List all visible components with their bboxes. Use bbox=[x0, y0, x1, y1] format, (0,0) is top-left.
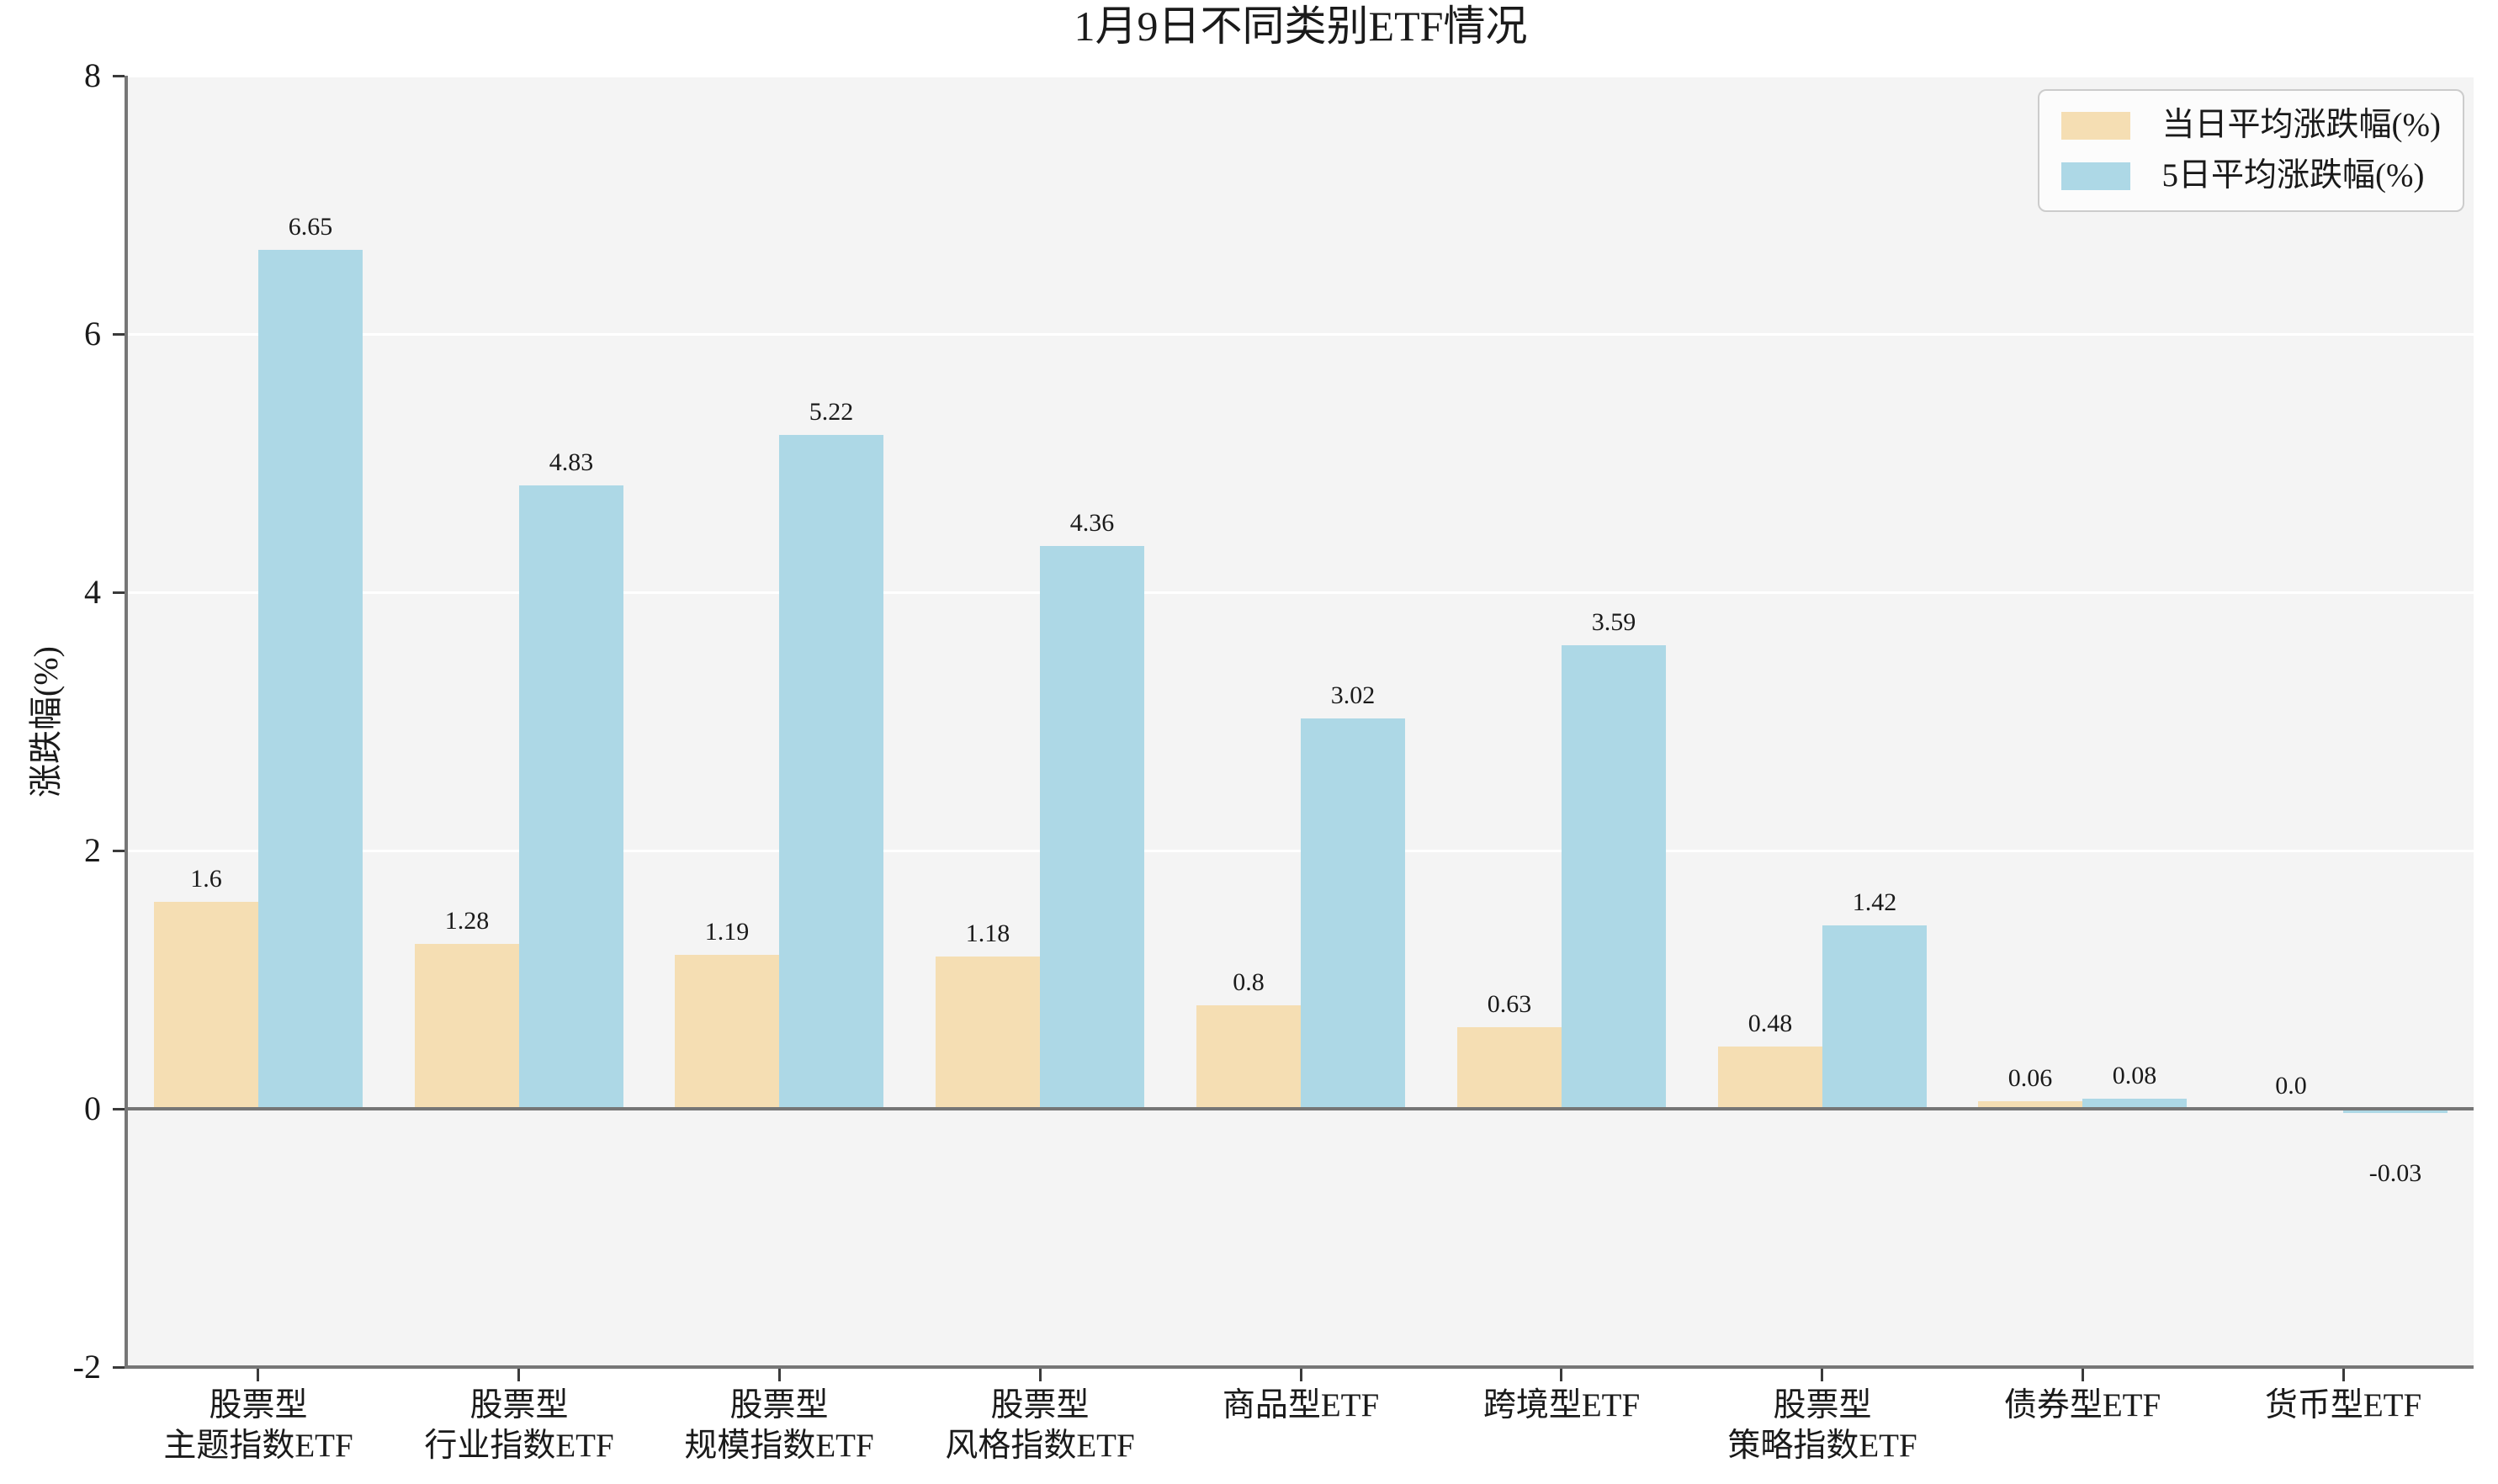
x-category-label-line: 股票型 bbox=[1773, 1387, 1872, 1423]
x-category-label-7: 债券型ETF bbox=[1906, 1386, 2259, 1426]
x-category-label-3: 股票型风格指数ETF bbox=[863, 1386, 1217, 1466]
legend: 当日平均涨跌幅(%) 5日平均涨跌幅(%) bbox=[2037, 89, 2464, 212]
bar-5day-avg-4 bbox=[1301, 718, 1405, 1109]
y-tick-label-2: 2 bbox=[84, 831, 101, 869]
bar-label-5day-avg-0: 6.65 bbox=[288, 213, 333, 241]
bar-daily-avg-3 bbox=[936, 957, 1040, 1109]
bar-label-daily-avg-7: 0.06 bbox=[2007, 1064, 2053, 1092]
chart-title: 1月9日不同类别ETF情况 bbox=[1074, 3, 1528, 50]
x-tick-5 bbox=[1560, 1369, 1562, 1381]
gridline-y6 bbox=[128, 333, 2474, 336]
bottom-spine bbox=[125, 1365, 2474, 1369]
x-category-label-6: 股票型策略指数ETF bbox=[1646, 1386, 1999, 1466]
x-category-label-line: 货币型ETF bbox=[2264, 1387, 2422, 1423]
bar-label-daily-avg-5: 0.63 bbox=[1487, 990, 1532, 1018]
x-category-label-line: 商品型ETF bbox=[1222, 1387, 1380, 1423]
y-tick-label--2: -2 bbox=[72, 1348, 101, 1386]
x-category-label-line: 股票型 bbox=[990, 1387, 1090, 1423]
bar-label-5day-avg-6: 1.42 bbox=[1852, 888, 1897, 916]
bar-5day-avg-5 bbox=[1562, 645, 1666, 1109]
legend-swatch-5day bbox=[2060, 162, 2130, 190]
bar-daily-avg-2 bbox=[675, 955, 779, 1109]
bar-5day-avg-6 bbox=[1822, 925, 1927, 1109]
left-spine bbox=[125, 76, 128, 1367]
x-tick-3 bbox=[1039, 1369, 1042, 1381]
x-tick-6 bbox=[1821, 1369, 1823, 1381]
x-category-label-4: 商品型ETF bbox=[1124, 1386, 1477, 1426]
legend-item-daily: 当日平均涨跌幅(%) bbox=[2060, 106, 2441, 145]
bar-daily-avg-1 bbox=[415, 944, 519, 1109]
y-tick-8 bbox=[113, 75, 125, 77]
bar-daily-avg-5 bbox=[1457, 1027, 1562, 1109]
bar-label-daily-avg-4: 0.8 bbox=[1233, 968, 1265, 996]
bar-label-5day-avg-3: 4.36 bbox=[1069, 509, 1115, 537]
bar-5day-avg-7 bbox=[2082, 1099, 2187, 1109]
legend-label-daily: 当日平均涨跌幅(%) bbox=[2161, 107, 2441, 143]
bar-5day-avg-3 bbox=[1040, 546, 1144, 1109]
bar-label-daily-avg-1: 1.28 bbox=[444, 907, 490, 935]
legend-item-5day: 5日平均涨跌幅(%) bbox=[2060, 156, 2441, 195]
bar-5day-avg-2 bbox=[779, 435, 883, 1109]
x-tick-7 bbox=[2082, 1369, 2084, 1381]
bar-5day-avg-0 bbox=[258, 250, 363, 1109]
legend-swatch-daily bbox=[2060, 111, 2130, 140]
bar-label-5day-avg-5: 3.59 bbox=[1591, 608, 1636, 636]
y-tick-label-6: 6 bbox=[84, 315, 101, 352]
x-category-label-line: 股票型 bbox=[469, 1387, 569, 1423]
bar-daily-avg-7 bbox=[1978, 1101, 2082, 1109]
plot-area: 当日平均涨跌幅(%) 5日平均涨跌幅(%) 1.6 1.28 1.19 1.18 0.8… bbox=[128, 75, 2474, 1369]
x-category-label-line: 股票型 bbox=[209, 1387, 308, 1423]
x-tick-2 bbox=[778, 1369, 781, 1381]
x-category-label-line: 风格指数ETF bbox=[945, 1428, 1135, 1464]
y-tick-0 bbox=[113, 1108, 125, 1110]
bar-label-5day-avg-2: 5.22 bbox=[809, 398, 854, 426]
bar-daily-avg-4 bbox=[1196, 1005, 1301, 1109]
gridline-y8 bbox=[128, 75, 2474, 77]
bar-5day-avg-1 bbox=[519, 485, 623, 1109]
x-tick-1 bbox=[517, 1369, 520, 1381]
bar-label-daily-avg-6: 0.48 bbox=[1748, 1010, 1793, 1037]
x-category-label-0: 股票型主题指数ETF bbox=[82, 1386, 435, 1466]
y-tick-label-0: 0 bbox=[84, 1089, 101, 1127]
bar-label-5day-avg-1: 4.83 bbox=[549, 448, 594, 476]
x-category-label-2: 股票型规模指数ETF bbox=[602, 1386, 956, 1466]
bar-daily-avg-0 bbox=[154, 902, 258, 1109]
legend-label-5day: 5日平均涨跌幅(%) bbox=[2161, 157, 2425, 193]
y-tick-label-8: 8 bbox=[84, 56, 101, 94]
bar-label-daily-avg-0: 1.6 bbox=[190, 865, 222, 893]
zero-axis-line bbox=[128, 1107, 2474, 1110]
x-category-label-line: 股票型 bbox=[729, 1387, 829, 1423]
y-tick-4 bbox=[113, 591, 125, 594]
x-category-label-line: 主题指数ETF bbox=[163, 1428, 353, 1464]
bar-label-5day-avg-8: -0.03 bbox=[2368, 1159, 2422, 1187]
x-category-label-line: 规模指数ETF bbox=[684, 1428, 874, 1464]
x-category-label-8: 货币型ETF bbox=[2167, 1386, 2498, 1426]
bar-5day-avg-8 bbox=[2343, 1109, 2448, 1113]
x-tick-0 bbox=[257, 1369, 259, 1381]
y-tick--2 bbox=[113, 1366, 125, 1369]
y-tick-6 bbox=[113, 333, 125, 336]
x-category-label-5: 跨境型ETF bbox=[1385, 1386, 1738, 1426]
x-category-label-line: 策略指数ETF bbox=[1727, 1428, 1917, 1464]
bar-label-5day-avg-4: 3.02 bbox=[1330, 681, 1376, 709]
x-tick-8 bbox=[2342, 1369, 2345, 1381]
bar-label-daily-avg-8: 0.0 bbox=[2275, 1072, 2307, 1100]
x-category-label-line: 债券型ETF bbox=[2003, 1387, 2161, 1423]
y-tick-label-4: 4 bbox=[84, 573, 101, 611]
bar-label-daily-avg-2: 1.19 bbox=[704, 918, 750, 946]
bar-daily-avg-6 bbox=[1718, 1047, 1822, 1109]
x-category-label-line: 行业指数ETF bbox=[424, 1428, 614, 1464]
x-category-label-1: 股票型行业指数ETF bbox=[342, 1386, 696, 1466]
x-category-label-line: 跨境型ETF bbox=[1482, 1387, 1641, 1423]
gridline-y4 bbox=[128, 591, 2474, 594]
x-tick-4 bbox=[1300, 1369, 1302, 1381]
bar-label-5day-avg-7: 0.08 bbox=[2112, 1062, 2157, 1089]
bar-label-daily-avg-3: 1.18 bbox=[965, 920, 1010, 947]
y-tick-2 bbox=[113, 850, 125, 852]
